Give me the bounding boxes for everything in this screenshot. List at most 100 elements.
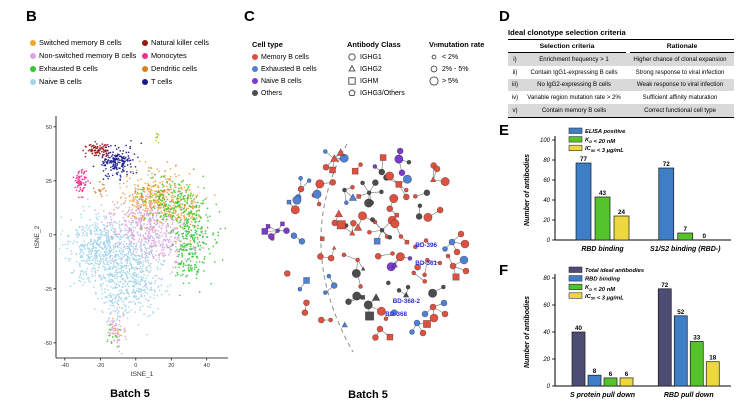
legend-label: Naive B cells: [39, 77, 82, 86]
bar: [673, 315, 688, 387]
category-label: RBD pull down: [664, 392, 714, 399]
legend-label: Dendritic cells: [151, 64, 198, 73]
antibody-label: BD-368-2: [393, 298, 421, 305]
bar: [657, 288, 672, 387]
legend-item: T cells: [142, 75, 209, 88]
row-number: iv): [511, 94, 519, 102]
bar-value-label: 8: [593, 368, 597, 375]
table-row: ii) Contain IgG1-expressing B cells Strong…: [508, 66, 734, 79]
selection-criteria-table: Selection criteria Rationale i) Enrichmen…: [508, 39, 734, 118]
y-tick-label: 25: [46, 179, 52, 185]
bar: [571, 331, 586, 387]
bar: [705, 361, 720, 387]
table-title: Ideal clonotype selection criteria: [508, 28, 626, 37]
legend-label: IGHG3/Others: [360, 89, 405, 97]
bar-value-label: 6: [625, 371, 629, 378]
panel-d-letter: D: [499, 8, 510, 25]
bar: [587, 374, 602, 387]
legend-color-dot: [252, 54, 258, 60]
legend-label: Non-switched memory B cells: [39, 51, 137, 60]
legend-label: IC50 < 3 µg/mL: [585, 146, 624, 154]
cell-type-legend-item: Others: [252, 87, 317, 99]
bar-value-label: 77: [580, 156, 588, 163]
y-axis-label: Number of antibodies: [524, 154, 531, 226]
bar-value-label: 6: [609, 371, 613, 378]
legend-label: Others: [261, 89, 283, 97]
circle-icon: [431, 54, 437, 60]
legend-label: Memory B cells: [261, 53, 309, 61]
bar-value-label: 24: [618, 209, 626, 216]
tsne-legend-col1: Switched memory B cells Non-switched memo…: [30, 36, 136, 88]
bar: [575, 162, 592, 241]
bar-value-label: 18: [709, 355, 717, 362]
bar-value-label: 43: [599, 190, 607, 197]
y-tick-label: 40: [543, 198, 550, 204]
bar-value-label: 72: [663, 161, 671, 168]
bar: [689, 341, 704, 387]
legend-color-dot: [252, 78, 258, 84]
legend-group-header: Antibody Class: [347, 40, 401, 49]
y-axis-label: Number of antibodies: [524, 296, 531, 368]
legend-label: > 5%: [442, 77, 459, 85]
legend-label: RBD binding: [585, 277, 621, 283]
legend-label: IC50 < 3 µg/mL: [585, 294, 624, 302]
legend-swatch: [568, 292, 583, 299]
legend-label: Natural killer cells: [151, 38, 209, 47]
legend-item: Natural killer cells: [142, 36, 209, 49]
cell-type-legend: Cell type Memory B cells Exhausted B cells…: [252, 36, 317, 99]
legend-label: KD < 20 nM: [585, 138, 615, 146]
legend-label: Switched memory B cells: [39, 38, 122, 47]
legend-color-dot: [252, 66, 258, 72]
row-number: v): [512, 107, 518, 115]
legend-item: Switched memory B cells: [30, 36, 136, 49]
mutation-rate-legend-item: < 2%: [429, 51, 484, 63]
criteria-cell: No IgG2-expressing B cells: [537, 81, 611, 89]
y-tick-label: 20: [542, 357, 550, 363]
circle-icon: [348, 53, 356, 61]
legend-swatch: [568, 266, 583, 273]
antibody-label: BD-396: [415, 242, 437, 249]
legend-item: Monocytes: [142, 49, 209, 62]
row-number: i): [513, 55, 517, 63]
y-tick-label: 40: [543, 330, 550, 336]
bar-value-label: 52: [677, 309, 685, 316]
antibody-label: BD-368: [385, 311, 407, 318]
antibody-class-legend-item: IGHM: [347, 75, 405, 87]
bar: [658, 167, 675, 241]
x-tick-label: 40: [204, 363, 210, 369]
legend-label: Exhausted B cells: [39, 64, 98, 73]
panel-c-letter: C: [244, 8, 255, 25]
panel-f-letter: F: [499, 262, 509, 279]
table-header-selection-criteria: Selection criteria: [508, 40, 626, 53]
legend-color-dot: [142, 65, 148, 72]
legend-color-dot: [30, 39, 36, 46]
y-tick-label: 0: [49, 233, 52, 239]
panel-b-letter: B: [26, 8, 37, 25]
legend-label: ELISA positive: [585, 129, 626, 135]
legend-label: Naive B cells: [261, 77, 302, 85]
antibody-class-legend: Antibody Class IGHG1 IGHG2 IGHM IGHG3/Others: [347, 36, 405, 99]
legend-swatch: [568, 283, 583, 291]
legend-item: Non-switched memory B cells: [30, 49, 136, 62]
mutation-rate-legend-item: > 5%: [429, 75, 484, 87]
tsne-points: [58, 132, 227, 355]
category-label: S protein pull down: [570, 392, 635, 399]
legend-label: Total ideal antibodies: [585, 268, 645, 274]
bar: [613, 215, 630, 241]
y-tick-label: 60: [543, 303, 550, 309]
legend-label: IGHG1: [360, 53, 382, 61]
legend-swatch: [568, 144, 583, 152]
legend-color-dot: [30, 65, 36, 72]
pulldown-bar-chart: 0 20 40 60 80 Number of antibodies S protein p…: [524, 266, 731, 399]
legend-item: Exhausted B cells: [30, 62, 136, 75]
y-tick-label: -50: [44, 341, 52, 347]
legend-swatch: [568, 275, 583, 282]
x-tick-label: 20: [168, 363, 174, 369]
legend-label: KD < 20 nM: [585, 285, 615, 293]
rationale-cell: Strong response to viral infection: [635, 68, 725, 76]
batch-caption-b: Batch 5: [110, 388, 150, 400]
pentagon-icon: [348, 89, 356, 97]
batch-caption-c: Batch 5: [348, 389, 388, 401]
